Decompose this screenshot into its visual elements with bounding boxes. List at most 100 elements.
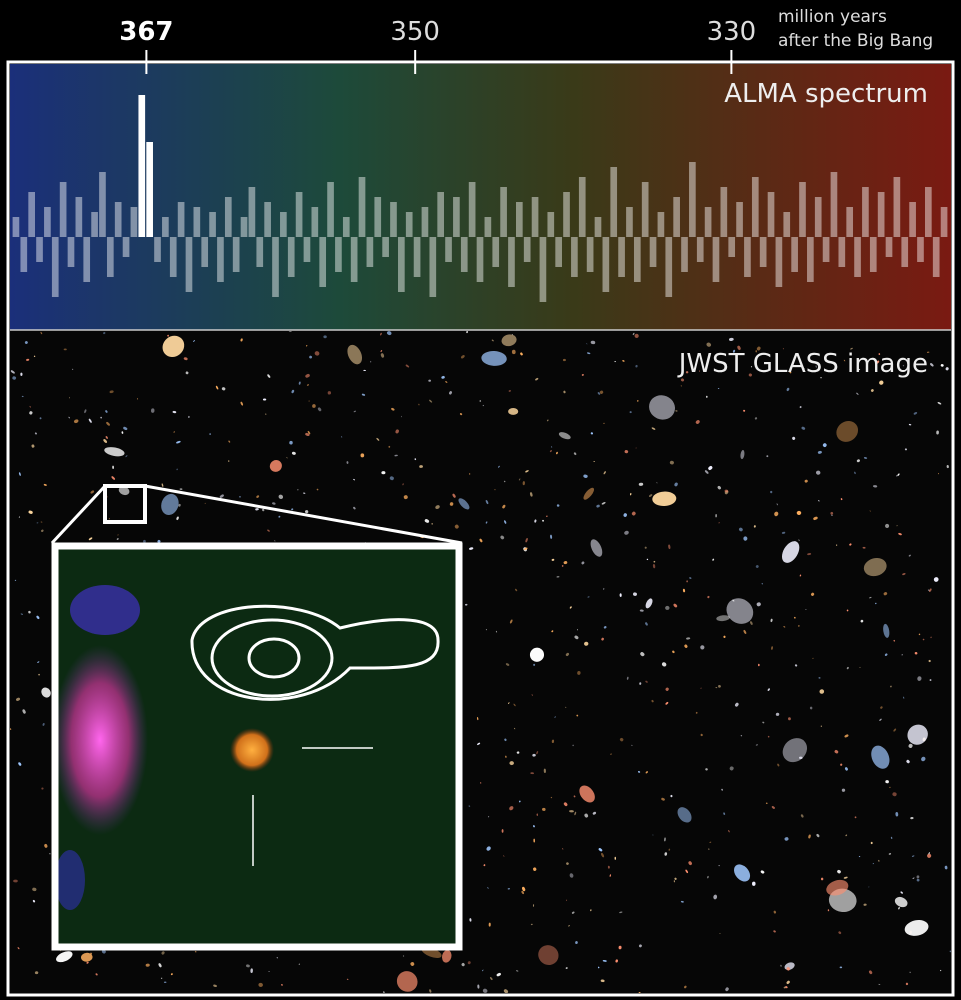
star [673,603,678,608]
star [240,401,244,406]
star [905,982,909,986]
star [228,460,230,462]
spectrum-bar [248,187,256,237]
star [928,852,930,855]
star [912,877,915,879]
star [665,687,669,691]
star [896,525,898,527]
star [815,470,821,475]
star [209,433,211,435]
star [161,493,179,515]
spectrum-bar [940,207,948,237]
spectrum-bar [626,207,633,237]
star [916,878,920,882]
star [561,565,564,567]
star [21,395,24,398]
star [921,756,926,762]
star [669,460,674,465]
target-galaxy [230,728,274,772]
star [240,338,243,342]
star [394,454,398,457]
star [569,810,574,813]
star [908,554,911,557]
star [633,592,637,596]
star [40,521,43,523]
star [32,899,36,903]
star [674,482,678,487]
star [219,494,224,498]
star [902,696,905,699]
star [487,887,489,889]
star [488,922,491,927]
star [600,979,605,983]
spectrum-bar [453,197,460,237]
star [707,595,710,599]
contour [190,604,440,701]
star [73,419,79,424]
star [906,759,910,764]
star [485,499,489,505]
spectrum-bar [775,237,783,287]
spectrum-bar [264,202,271,237]
star [136,398,138,400]
star [685,869,689,874]
spectrum-bar [12,217,20,237]
spectrum-bar [822,237,830,262]
star [760,870,765,874]
spectrum-bar [492,237,500,267]
star [84,409,87,414]
star [723,812,726,815]
star [845,834,848,837]
star [837,869,841,874]
star [376,437,380,441]
star [879,718,882,721]
star [573,452,577,456]
neighbor-galaxy [70,585,140,635]
star [645,771,649,774]
star [14,579,17,582]
star [640,652,645,657]
star [525,538,528,543]
spectrum-bar [563,192,570,237]
star [862,546,866,549]
star [838,931,842,935]
star [32,887,37,892]
star [574,811,577,816]
star [29,411,33,415]
spectrum-bar [484,217,492,237]
star [298,381,301,385]
star [686,637,691,640]
star [479,400,482,402]
spectrum-bar [224,197,232,237]
star [435,505,440,510]
star [908,423,912,426]
star [584,641,589,646]
spectrum-bar [350,237,358,282]
star [262,398,267,401]
spectrum-bar [169,237,177,277]
star [715,514,717,518]
star [558,432,571,440]
star [875,602,877,605]
star [712,558,715,561]
star [646,558,649,561]
star [258,982,263,987]
spectrum-bar [59,182,67,237]
spectrum-bar [515,202,523,237]
star [894,896,908,908]
star [718,684,721,688]
star [743,409,746,412]
star [29,405,31,408]
star [577,671,581,675]
star [170,973,173,976]
spectrum-bar [547,212,555,237]
star [879,380,884,385]
star [918,633,921,636]
star [458,498,470,510]
spectrum-bar [665,237,673,297]
star [449,502,454,506]
star [661,662,667,667]
star [361,393,366,396]
star [28,510,33,514]
spectrum-bar [720,187,728,237]
